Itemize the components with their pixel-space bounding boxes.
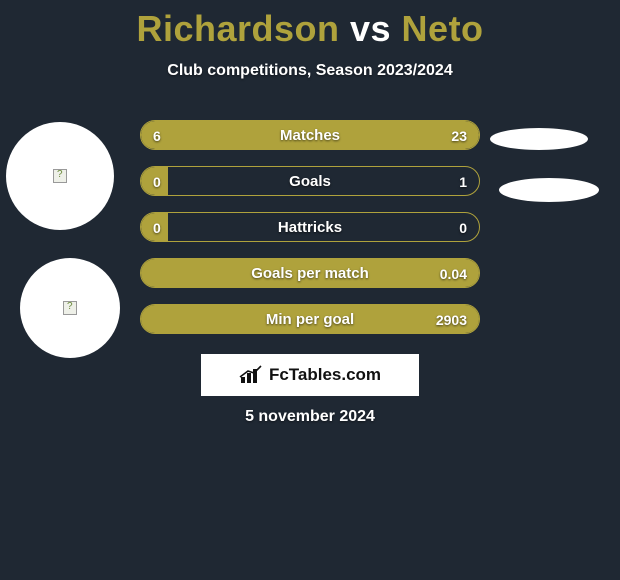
- stat-value-right: 2903: [436, 305, 467, 334]
- stat-row: Matches6 23: [140, 120, 480, 150]
- club-badge-placeholder: [499, 178, 599, 202]
- stat-value-left: 6: [153, 121, 161, 150]
- stat-row: Min per goal2903: [140, 304, 480, 334]
- fctables-logo[interactable]: FcTables.com: [201, 354, 419, 396]
- club-badge-placeholder: [490, 128, 588, 150]
- player-avatar: [6, 122, 114, 230]
- stat-label: Matches: [141, 121, 479, 150]
- date-label: 5 november 2024: [0, 408, 620, 426]
- stat-row: Hattricks0 0: [140, 212, 480, 242]
- title-player2: Neto: [402, 8, 484, 49]
- stat-value-left: 0: [153, 167, 161, 196]
- page-title: Richardson vs Neto: [0, 0, 620, 50]
- logo-text: FcTables.com: [269, 365, 381, 385]
- image-placeholder-icon: [63, 301, 77, 315]
- stat-value-right: 0.04: [440, 259, 467, 288]
- title-player1: Richardson: [136, 8, 339, 49]
- stat-row: Goals per match0.04: [140, 258, 480, 288]
- stat-value-right: 1: [459, 167, 467, 196]
- stat-value-right: 23: [451, 121, 467, 150]
- stat-label: Hattricks: [141, 213, 479, 242]
- stat-row: Goals0 1: [140, 166, 480, 196]
- stats-container: Matches623Goals01Hattricks00Goals per ma…: [140, 120, 480, 350]
- image-placeholder-icon: [53, 169, 67, 183]
- subtitle: Club competitions, Season 2023/2024: [0, 62, 620, 80]
- stat-value-right: 0: [459, 213, 467, 242]
- player-avatar: [20, 258, 120, 358]
- bar-chart-icon: [239, 365, 263, 385]
- title-vs: vs: [340, 8, 402, 49]
- stat-label: Min per goal: [141, 305, 479, 334]
- stat-value-left: 0: [153, 213, 161, 242]
- stat-label: Goals: [141, 167, 479, 196]
- stat-label: Goals per match: [141, 259, 479, 288]
